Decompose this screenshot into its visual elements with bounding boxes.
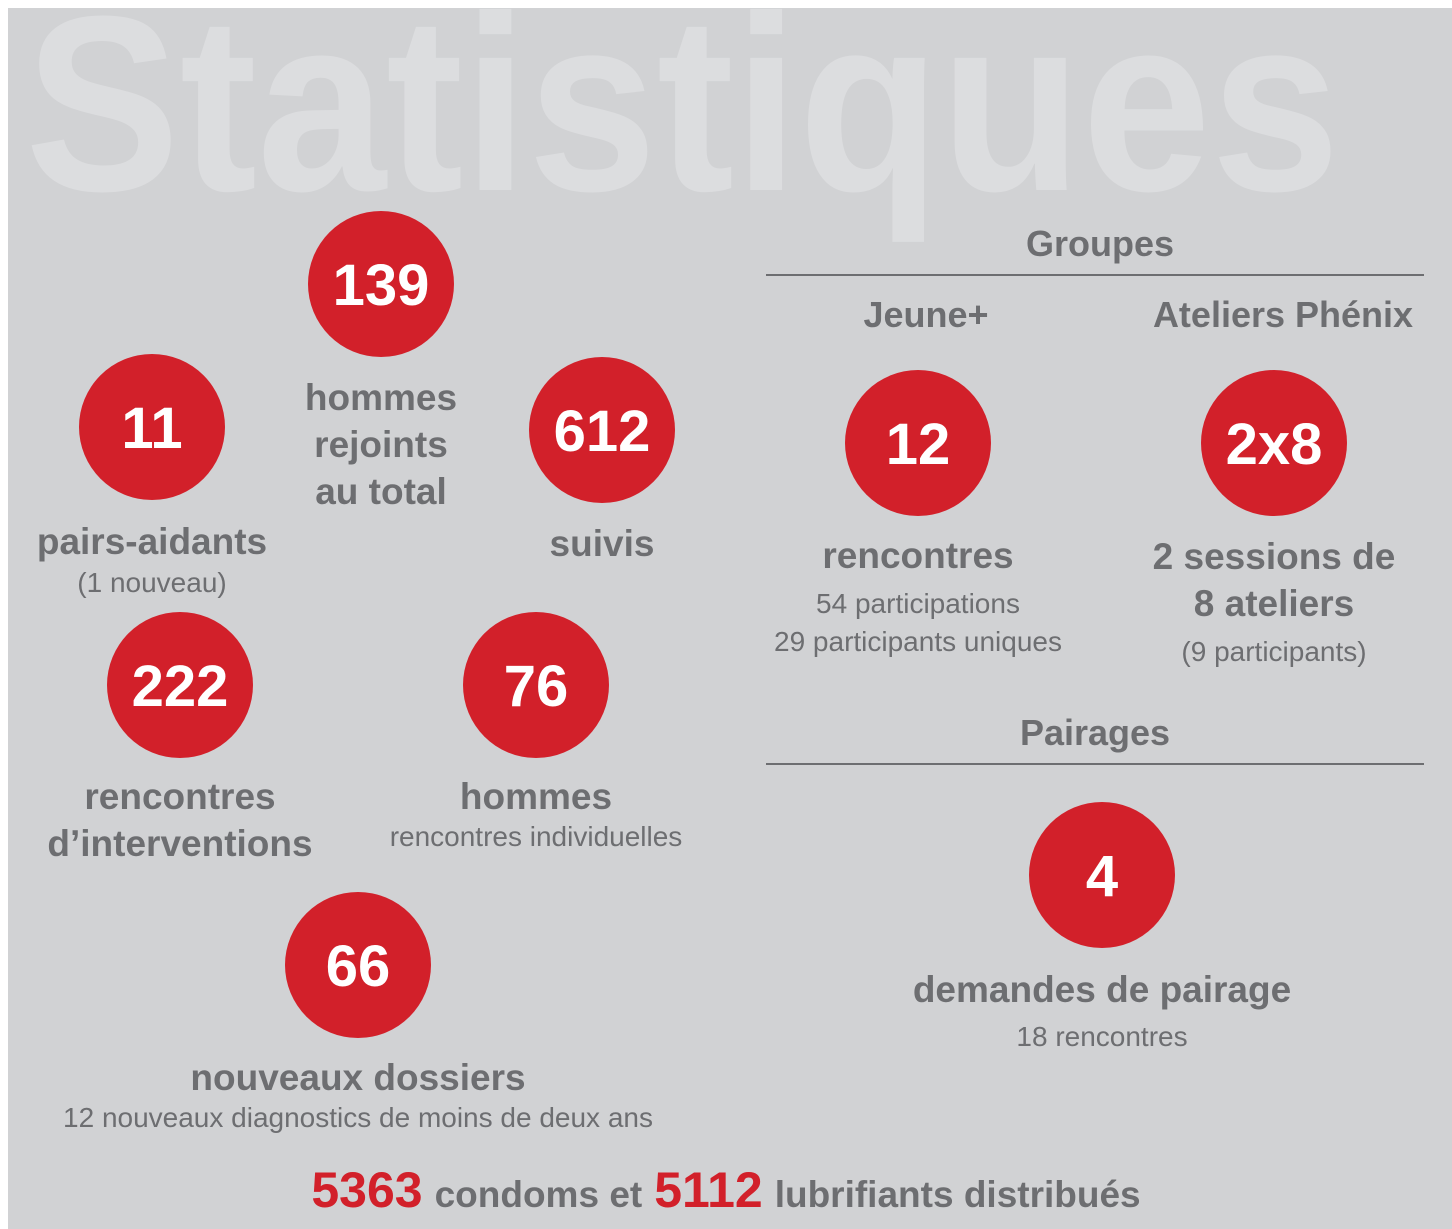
stat-number: 66 [326, 934, 391, 999]
stat-number: 612 [554, 399, 651, 464]
stat-label: d’interventions [47, 823, 312, 864]
footer-number: 5112 [654, 1162, 762, 1218]
stat-detail: 12 nouveaux diagnostics de moins de deux… [63, 1102, 653, 1133]
stat-label: au total [315, 471, 447, 512]
stat-number: 12 [886, 412, 951, 477]
group-name: Jeune+ [863, 294, 988, 335]
footer-text: condoms et [435, 1174, 643, 1215]
stat-detail: 54 participations [816, 588, 1020, 619]
stat-label: suivis [550, 523, 655, 564]
stat-circle [285, 892, 431, 1038]
stat-label: rejoints [314, 424, 448, 465]
stat-circle [529, 357, 675, 503]
stat-label: hommes [460, 776, 612, 817]
stat-detail: 29 participants uniques [774, 626, 1062, 657]
stat-circle [845, 370, 991, 516]
stat-detail: (9 participants) [1181, 636, 1366, 667]
stat-number: 222 [132, 654, 229, 719]
section-title: Groupes [1026, 223, 1174, 264]
stat-circle [463, 612, 609, 758]
stat-number: 4 [1086, 844, 1118, 909]
stat-label: rencontres [84, 776, 275, 817]
stat-detail: 18 rencontres [1016, 1021, 1187, 1052]
stat-label: 8 ateliers [1194, 583, 1354, 624]
stat-number: 76 [504, 654, 569, 719]
group-name: Ateliers Phénix [1153, 294, 1413, 335]
stat-label: nouveaux dossiers [190, 1057, 525, 1098]
section-title: Pairages [1020, 712, 1170, 753]
background [8, 8, 1452, 1229]
stat-circle [107, 612, 253, 758]
stat-label: pairs-aidants [37, 521, 267, 562]
stat-label: rencontres [822, 535, 1013, 576]
stat-circle [308, 211, 454, 357]
footer-line: 5363 condoms et 5112 lubrifiants distribués [311, 1162, 1140, 1218]
stat-label: hommes [305, 377, 457, 418]
stat-detail: rencontres individuelles [390, 821, 683, 852]
stat-number: 2x8 [1226, 412, 1323, 477]
stat-label: demandes de pairage [913, 969, 1291, 1010]
stat-number: 11 [121, 396, 182, 461]
stat-number: 139 [333, 253, 430, 318]
stat-label: 2 sessions de [1153, 536, 1396, 577]
footer-text: lubrifiants distribués [775, 1174, 1141, 1215]
stat-circle [1201, 370, 1347, 516]
stat-circle [1029, 802, 1175, 948]
stat-detail: (1 nouveau) [77, 567, 226, 598]
stat-circle [79, 354, 225, 500]
watermark-title: Statistiques [25, 0, 1340, 243]
footer-number: 5363 [311, 1162, 422, 1218]
